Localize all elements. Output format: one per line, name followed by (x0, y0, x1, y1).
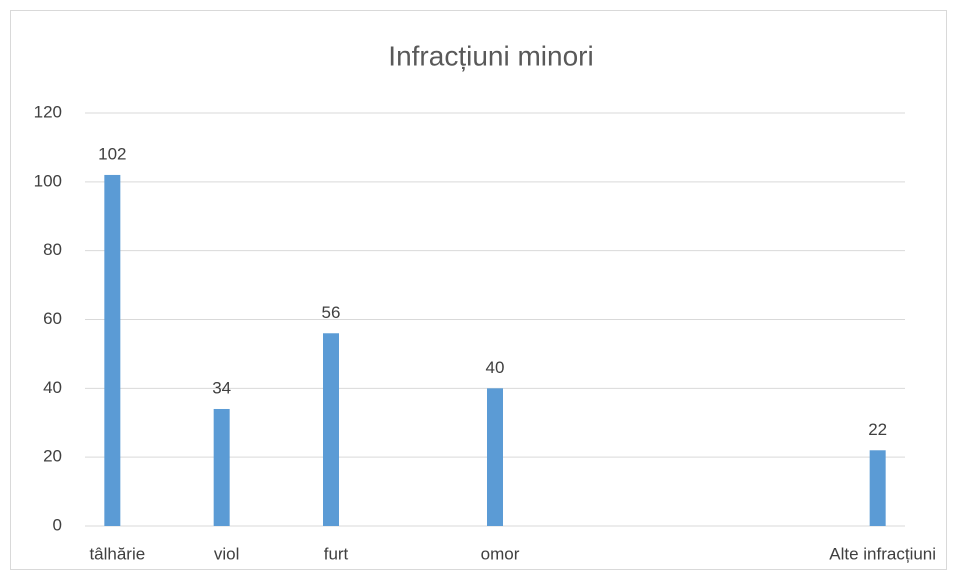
data-label: 34 (212, 378, 231, 397)
data-label: 56 (322, 303, 341, 322)
x-tick-label: furt (324, 544, 349, 563)
data-label: 40 (486, 358, 505, 377)
y-tick-label: 80 (43, 240, 62, 259)
x-tick-label: Alte infracțiuni (829, 544, 936, 563)
y-tick-label: 100 (34, 171, 62, 190)
y-tick-label: 40 (43, 378, 62, 397)
data-label: 22 (868, 420, 887, 439)
bar (104, 174, 121, 526)
y-tick-label: 0 (53, 515, 62, 534)
bar (213, 408, 230, 526)
x-tick-label: tâlhărie (89, 544, 145, 563)
x-tick-label: viol (214, 544, 240, 563)
data-label: 102 (98, 144, 126, 163)
y-tick-label: 20 (43, 447, 62, 466)
bar (323, 333, 339, 526)
y-tick-label: 60 (43, 309, 62, 328)
x-tick-label: omor (481, 544, 520, 563)
chart-title: Infracțiuni minori (388, 40, 593, 71)
chart-frame (10, 10, 947, 570)
y-tick-label: 120 (34, 102, 62, 121)
bar (869, 450, 886, 526)
bar (487, 388, 503, 526)
